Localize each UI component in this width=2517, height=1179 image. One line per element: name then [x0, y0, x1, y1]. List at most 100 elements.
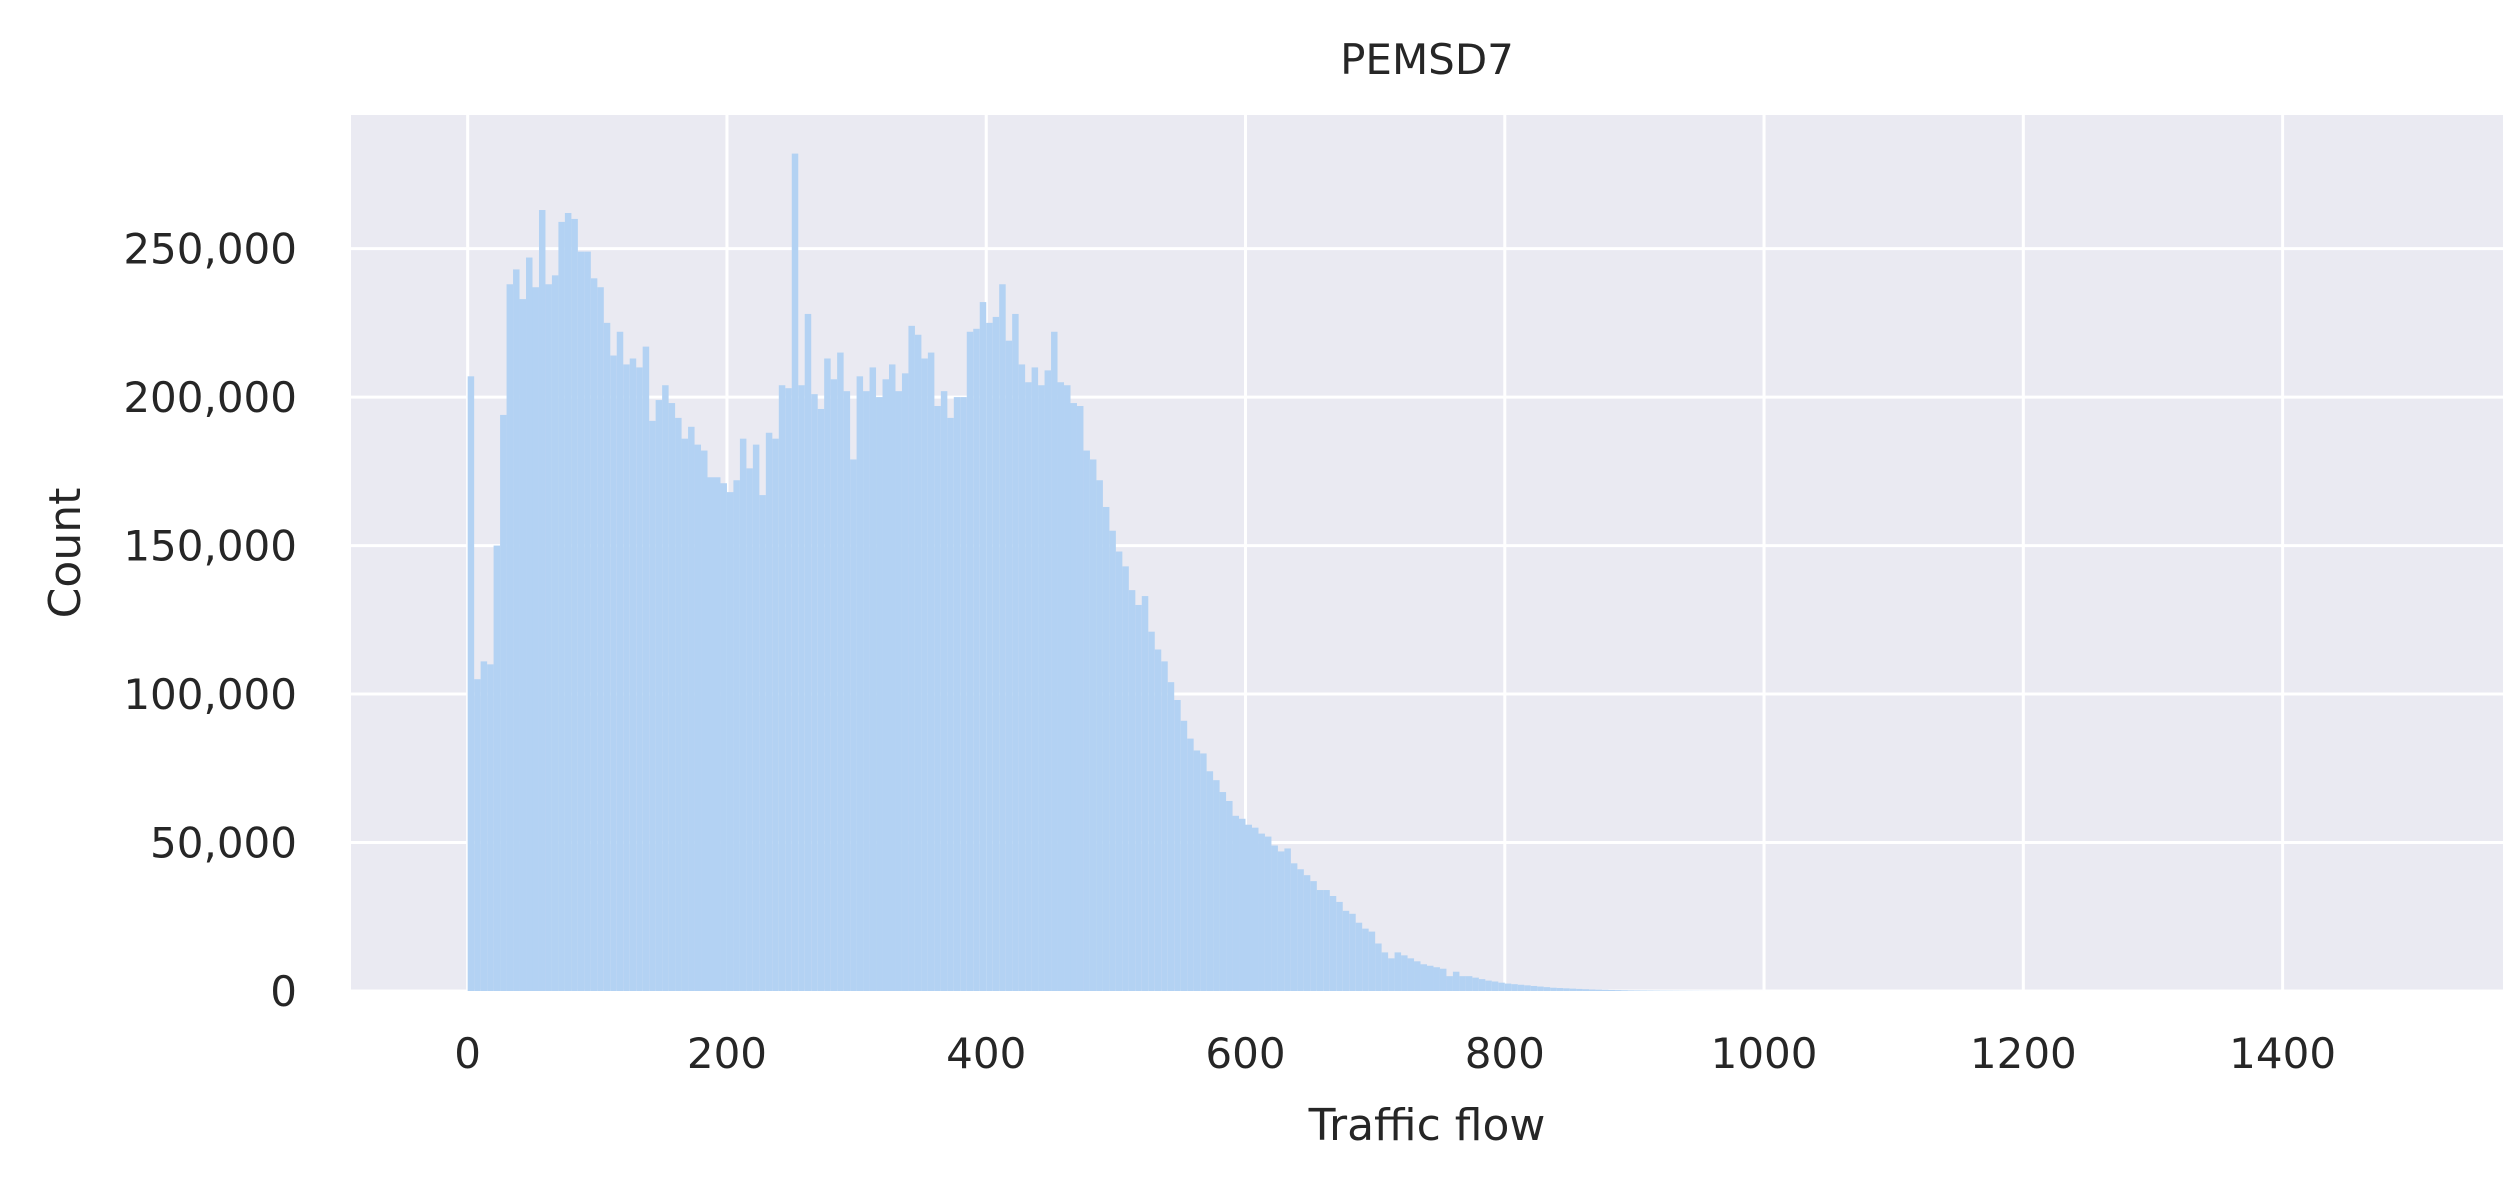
histogram-bar — [1193, 750, 1201, 991]
histogram-bar — [655, 400, 663, 992]
histogram-bar — [1394, 952, 1402, 991]
histogram-bar — [707, 477, 714, 991]
histogram-bar — [474, 679, 481, 991]
histogram-bar — [642, 346, 650, 991]
histogram-bar — [1044, 370, 1052, 991]
histogram-bar — [564, 212, 572, 991]
histogram-bar — [701, 450, 708, 991]
histogram-bar — [882, 379, 889, 991]
histogram-bar — [1627, 990, 1635, 991]
histogram-bar — [1362, 928, 1369, 991]
histogram-bar — [1420, 964, 1427, 991]
histogram-bar — [953, 397, 961, 991]
histogram-bar — [1135, 604, 1142, 991]
x-tick-label: 800 — [1465, 1029, 1545, 1078]
histogram-bar — [1083, 450, 1090, 991]
histogram-bar — [966, 331, 974, 991]
histogram-bar — [1433, 967, 1440, 991]
histogram-bar — [940, 391, 948, 991]
x-tick-label: 600 — [1205, 1029, 1285, 1078]
histogram-bar — [1122, 566, 1129, 991]
histogram-bar — [739, 438, 747, 992]
histogram-bar — [1439, 968, 1447, 991]
histogram-bar — [1213, 780, 1220, 991]
histogram-bar — [1478, 979, 1486, 991]
histogram-bar — [778, 385, 786, 991]
histogram-bar — [1180, 720, 1188, 991]
x-tick-label: 1000 — [1711, 1029, 1818, 1078]
histogram-bar — [765, 432, 773, 991]
histogram-bar — [863, 391, 870, 991]
histogram-bar — [1375, 943, 1382, 991]
x-axis-label: Traffic flow — [1308, 1100, 1546, 1151]
histogram-bar — [1524, 985, 1531, 991]
histogram-bar — [1128, 590, 1136, 991]
histogram-bar — [1297, 869, 1304, 991]
histogram-bar — [1491, 981, 1499, 991]
histogram-bar — [1543, 987, 1551, 991]
histogram-bar — [1465, 976, 1473, 991]
histogram-bar — [519, 299, 527, 991]
histogram-bar — [532, 287, 539, 992]
histogram-bar — [1141, 596, 1149, 991]
histogram-bar — [914, 334, 922, 991]
histogram-bar — [1563, 988, 1570, 991]
histogram-bar — [1264, 836, 1272, 991]
histogram-bar — [1115, 551, 1123, 991]
histogram-bar — [979, 302, 987, 991]
histogram-bar — [1070, 403, 1077, 992]
histogram-bar — [1018, 364, 1026, 992]
histogram-bar — [791, 153, 799, 991]
histogram-bar — [590, 278, 598, 991]
histogram-bar — [752, 444, 760, 992]
histogram-bar — [1057, 382, 1065, 991]
histogram-bar — [636, 367, 643, 992]
histogram-bar — [1038, 385, 1045, 991]
histogram-bar — [1251, 827, 1259, 991]
histogram-bar — [1381, 952, 1389, 991]
y-tick-label: 100,000 — [123, 670, 297, 719]
histogram-bar — [927, 352, 935, 991]
histogram-bar — [571, 218, 578, 992]
histogram-bar — [824, 358, 831, 991]
histogram-bar — [1459, 976, 1466, 991]
histogram-bar — [1005, 340, 1013, 991]
chart-title: PEMSD7 — [1340, 35, 1514, 84]
histogram-bar — [1602, 989, 1609, 991]
histogram-bar — [629, 358, 637, 991]
histogram-bar — [1323, 890, 1330, 991]
histogram-bar — [1498, 982, 1505, 991]
histogram-bar — [1452, 971, 1460, 991]
histogram-bar — [759, 495, 766, 991]
histogram-bar — [1517, 984, 1525, 991]
histogram-bar — [856, 376, 864, 991]
histogram-bar — [694, 444, 702, 992]
histogram-bar — [1154, 649, 1162, 991]
histogram-bar — [577, 251, 585, 991]
x-tick-label: 1200 — [1970, 1029, 2077, 1078]
histogram-bar — [921, 358, 928, 991]
histogram-bar — [1012, 313, 1019, 991]
histogram-bar — [487, 664, 494, 991]
histogram-bars — [467, 153, 1797, 992]
histogram-bar — [1550, 987, 1557, 991]
histogram-bar — [1401, 955, 1408, 991]
histogram-bar — [720, 483, 727, 991]
histogram-bar — [1258, 833, 1265, 991]
histogram-bar — [1329, 895, 1337, 991]
histogram-bar — [772, 438, 779, 992]
x-tick-label: 400 — [946, 1029, 1026, 1078]
histogram-bar — [1148, 631, 1155, 991]
histogram-bar — [1576, 988, 1583, 991]
histogram-bar — [551, 275, 559, 991]
x-tick-label: 200 — [687, 1029, 767, 1078]
histogram-bar — [837, 352, 844, 991]
histogram-bar — [493, 545, 501, 991]
histogram-bar — [1206, 771, 1214, 991]
histogram-bar — [798, 385, 805, 991]
histogram-bar — [1096, 480, 1103, 991]
histogram-bar — [960, 397, 967, 991]
histogram-bar — [992, 316, 1000, 991]
histogram-bar — [662, 385, 669, 991]
